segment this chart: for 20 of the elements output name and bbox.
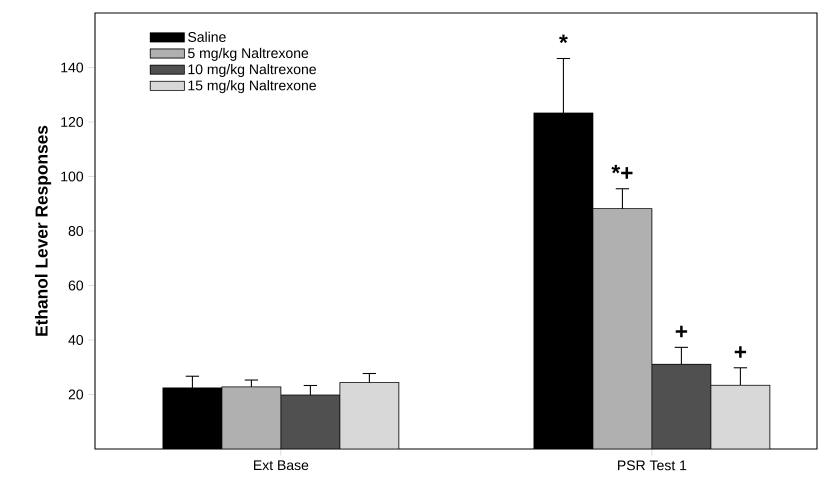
bar [652,364,712,449]
legend-label: 15 mg/kg Naltrexone [188,80,316,94]
bar [280,394,340,449]
legend-label: 10 mg/kg Naltrexone [188,64,316,78]
x-tick-label: Ext Base [254,460,308,470]
y-tick-label: 100 [61,172,84,182]
annotation: + [676,326,688,338]
y-tick-label: 60 [68,280,84,290]
legend-label: 5 mg/kg Naltrexone [188,48,308,61]
y-axis-title: Ethanol Lever Responses [34,126,52,336]
x-tick-label: PSR Test 1 [618,460,686,470]
annotation: + [734,346,746,358]
y-tick-label: 80 [68,226,84,236]
y-tick-label: 140 [61,62,84,72]
y-tick-label: 20 [68,390,84,400]
annotation: * [559,34,568,44]
legend-label: Saline [188,32,226,42]
y-tick-label: 40 [68,335,84,345]
y-tick-label: 120 [61,117,84,127]
annotation: *+ [611,164,633,179]
